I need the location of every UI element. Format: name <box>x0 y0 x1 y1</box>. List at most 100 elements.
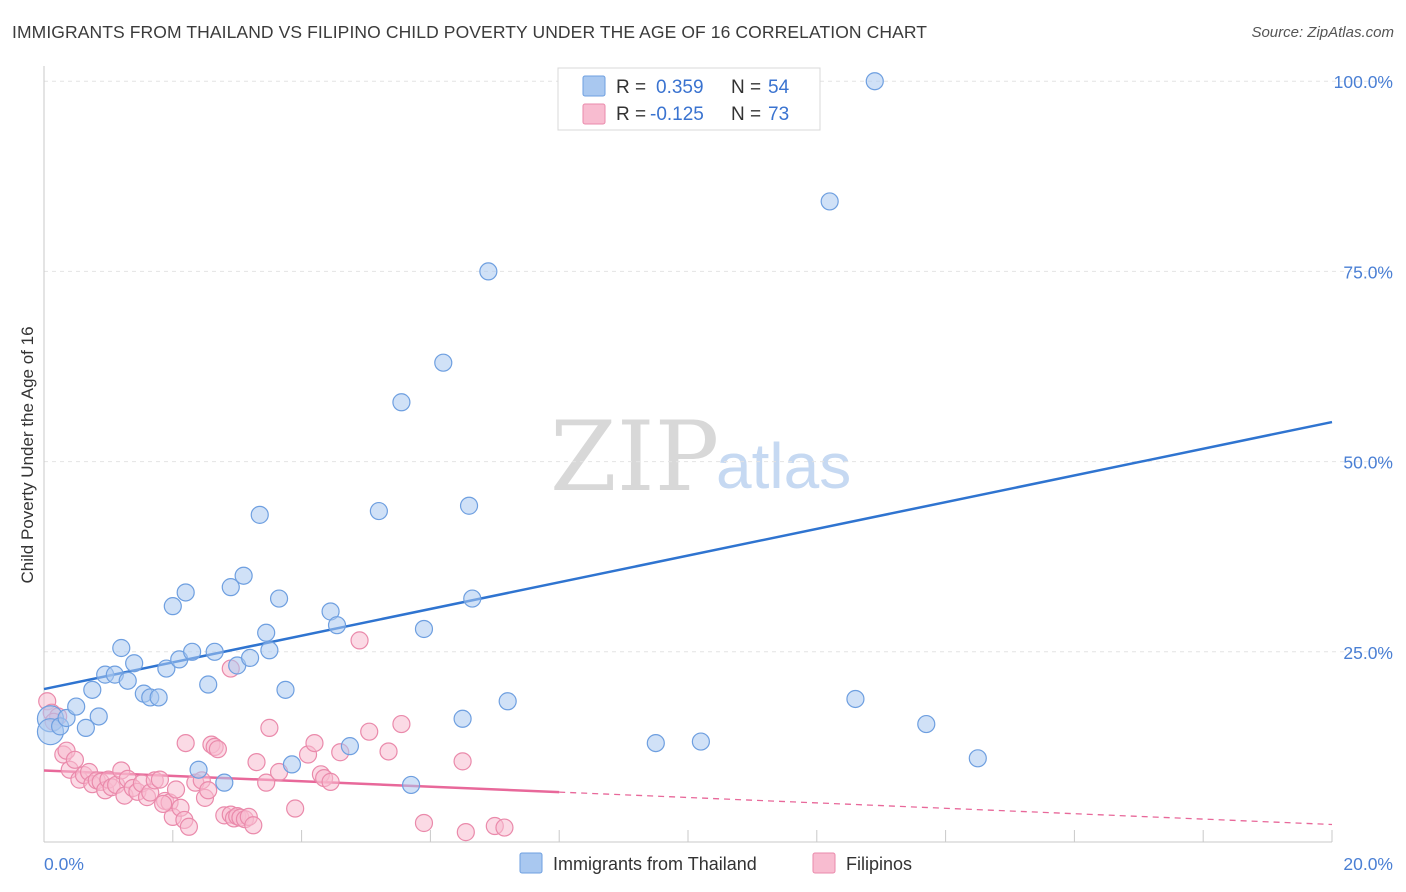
thailand-point <box>125 654 144 673</box>
tick-labels: 25.0% 50.0% 75.0% 100.0% 0.0% 20.0% <box>44 72 1393 874</box>
filipinos-point <box>414 813 434 833</box>
thailand-point <box>112 638 131 658</box>
filipinos-point <box>65 750 85 769</box>
thailand-point <box>479 262 498 281</box>
thailand-point <box>67 697 86 716</box>
thailand-point <box>269 589 289 608</box>
thailand-point <box>221 578 240 597</box>
thailand-point <box>401 775 421 795</box>
filipinos-point <box>360 722 379 741</box>
filipinos-point <box>150 770 170 789</box>
watermark: ZIP atlas <box>550 401 851 513</box>
thailand-point <box>76 718 95 737</box>
thailand-point <box>282 755 302 774</box>
filipinos-point <box>286 799 305 818</box>
thailand-point <box>968 749 987 768</box>
y-tick-label: 50.0% <box>1343 453 1393 473</box>
y-tick-label: 75.0% <box>1343 262 1393 282</box>
y-axis-label: Child Poverty Under the Age of 16 <box>18 326 37 583</box>
thailand-point <box>183 642 202 661</box>
watermark-zip: ZIP <box>550 401 719 513</box>
filipinos-point <box>392 714 411 734</box>
bottom-legend-swatch-thailand <box>519 852 543 874</box>
thailand-point <box>414 619 434 639</box>
filipinos-point <box>247 753 266 772</box>
chart-source: Source: ZipAtlas.com <box>1251 24 1394 41</box>
thailand-point <box>463 589 482 608</box>
legend-swatch-filipinos <box>582 103 606 125</box>
x-tick-label: 20.0% <box>1343 854 1393 874</box>
filipinos-point <box>305 733 324 753</box>
thailand-point <box>118 671 137 690</box>
thailand-point <box>257 623 276 642</box>
thailand-point <box>157 659 176 678</box>
legend-r-label-filipinos: R = <box>616 104 646 125</box>
thailand-point <box>865 72 884 91</box>
thailand-point <box>260 641 279 660</box>
thailand-point <box>392 393 411 412</box>
filipinos-point <box>350 631 369 650</box>
y-tick-label: 25.0% <box>1343 643 1393 663</box>
thailand-point <box>189 760 208 779</box>
filipinos-point <box>379 742 398 761</box>
thailand-point <box>691 732 710 751</box>
filipinos-point <box>176 733 195 753</box>
thailand-point <box>327 616 347 635</box>
legend-swatch-thailand <box>582 75 606 97</box>
thailand-point <box>89 707 108 726</box>
x-tick-label: 0.0% <box>44 854 84 874</box>
bottom-legend-swatch-filipinos <box>812 852 836 874</box>
thailand-point <box>459 496 479 515</box>
thailand-point <box>163 597 182 616</box>
thailand-point <box>240 648 260 667</box>
legend-box: R = 0.359 N = 54 R = -0.125 N = 73 <box>557 67 821 131</box>
legend-n-value-thailand: 54 <box>768 77 790 98</box>
legend-n-value-filipinos: 73 <box>768 104 789 125</box>
filipinos-point <box>321 772 340 791</box>
thailand-point <box>205 642 224 661</box>
filipinos-point <box>257 773 276 792</box>
chart-title: IMMIGRANTS FROM THAILAND VS FILIPINO CHI… <box>12 22 928 42</box>
legend-item-thailand: R = 0.359 N = 54 <box>582 75 790 98</box>
legend-item-filipinos: R = -0.125 N = 73 <box>582 103 789 125</box>
thailand-point <box>149 688 168 707</box>
thailand-point <box>250 505 269 524</box>
thailand-point <box>176 583 195 602</box>
thailand-point <box>215 773 234 792</box>
filipinos-point <box>199 781 218 800</box>
thailand-point <box>83 680 102 699</box>
filipinos-point <box>456 823 475 842</box>
filipinos-trend-line-extension <box>559 791 1333 826</box>
filipinos-point <box>495 818 514 837</box>
thailand-point <box>820 192 839 211</box>
thailand-point <box>340 737 359 756</box>
thailand-trend-line <box>43 420 1333 691</box>
thailand-point <box>498 692 517 711</box>
filipinos-point <box>166 780 186 799</box>
bottom-legend-label-filipinos: Filipinos <box>846 854 912 874</box>
filipinos-point <box>154 794 173 814</box>
legend-n-label-thailand: N = <box>731 77 761 98</box>
thailand-point <box>917 714 936 734</box>
legend-r-value-thailand: 0.359 <box>656 77 704 98</box>
grid <box>44 80 1394 653</box>
scatter-points <box>36 72 987 842</box>
filipinos-point <box>260 718 279 737</box>
watermark-atlas: atlas <box>716 430 851 502</box>
thailand-point <box>434 353 453 372</box>
thailand-point <box>846 689 865 709</box>
filipinos-point <box>244 816 263 835</box>
filipinos-point <box>179 817 198 836</box>
bottom-legend-label-thailand: Immigrants from Thailand <box>553 854 757 874</box>
thailand-point <box>453 709 472 728</box>
bottom-legend: Immigrants from Thailand Filipinos <box>519 852 912 874</box>
filipinos-point <box>453 752 472 771</box>
thailand-point <box>234 566 253 585</box>
y-tick-label: 100.0% <box>1334 72 1393 92</box>
thailand-point <box>199 675 218 694</box>
thailand-point <box>276 680 295 699</box>
legend-r-value-filipinos: -0.125 <box>650 104 704 125</box>
thailand-point <box>646 733 665 753</box>
legend-n-label-filipinos: N = <box>731 104 761 125</box>
